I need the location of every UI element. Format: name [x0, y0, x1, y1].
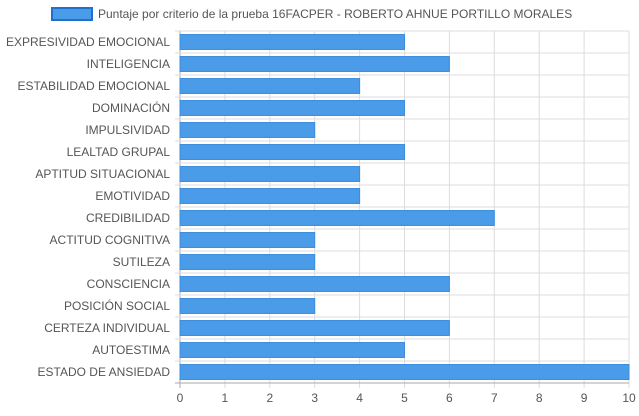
bar-6[interactable]	[179, 144, 405, 160]
bar-2[interactable]	[179, 56, 450, 72]
bar-8[interactable]	[179, 188, 361, 204]
category-label-8: EMOTIVIDAD	[95, 189, 170, 203]
category-label-11: SUTILEZA	[113, 255, 170, 269]
category-label-6: LEALTAD GRUPAL	[67, 145, 171, 159]
bars	[179, 34, 630, 380]
category-label-3: ESTABILIDAD EMOCIONAL	[18, 79, 171, 93]
category-label-15: AUTOESTIMA	[92, 343, 170, 357]
bar-11[interactable]	[179, 254, 316, 270]
bar-15[interactable]	[179, 342, 405, 358]
bar-1[interactable]	[179, 34, 405, 50]
x-tick-label-2: 2	[266, 391, 273, 405]
category-label-13: POSICIÓN SOCIAL	[64, 298, 170, 313]
bar-10[interactable]	[179, 232, 316, 248]
category-label-2: INTELIGENCIA	[87, 57, 170, 71]
bar-12[interactable]	[179, 276, 450, 292]
grid-lines	[175, 30, 630, 388]
bar-9[interactable]	[179, 210, 495, 226]
legend-swatch[interactable]	[51, 7, 93, 21]
category-label-12: CONSCIENCIA	[87, 277, 170, 291]
category-label-4: DOMINACIÓN	[92, 100, 170, 115]
category-label-5: IMPULSIVIDAD	[85, 123, 170, 137]
category-label-16: ESTADO DE ANSIEDAD	[38, 365, 171, 379]
category-label-7: APTITUD SITUACIONAL	[35, 167, 170, 181]
category-labels: EXPRESIVIDAD EMOCIONAL INTELIGENCIA ESTABI…	[6, 35, 170, 379]
x-tick-label-5: 5	[401, 391, 408, 405]
bar-14[interactable]	[179, 320, 450, 336]
category-label-9: CREDIBILIDAD	[86, 211, 170, 225]
x-tick-label-6: 6	[446, 391, 453, 405]
x-tick-label-7: 7	[491, 391, 498, 405]
bar-5[interactable]	[179, 122, 316, 138]
bar-7[interactable]	[179, 166, 361, 182]
legend-label[interactable]: Puntaje por criterio de la prueba 16FACP…	[98, 7, 572, 21]
x-tick-label-8: 8	[536, 391, 543, 405]
bar-13[interactable]	[179, 298, 316, 314]
legend[interactable]: Puntaje por criterio de la prueba 16FACP…	[51, 7, 572, 21]
category-label-14: CERTEZA INDIVIDUAL	[44, 321, 170, 335]
x-tick-label-1: 1	[222, 391, 229, 405]
x-tick-label-0: 0	[177, 391, 184, 405]
x-tick-label-9: 9	[581, 391, 588, 405]
bar-4[interactable]	[179, 100, 405, 116]
x-tick-label-3: 3	[311, 391, 318, 405]
category-label-1: EXPRESIVIDAD EMOCIONAL	[6, 35, 170, 49]
bar-3[interactable]	[179, 78, 361, 94]
x-tick-labels: 0 1 2 3 4 5 6 7 8 9 10	[177, 391, 636, 405]
category-label-10: ACTITUD COGNITIVA	[50, 233, 170, 247]
x-tick-label-4: 4	[356, 391, 363, 405]
bar-16[interactable]	[179, 364, 630, 380]
x-tick-label-10: 10	[622, 391, 636, 405]
